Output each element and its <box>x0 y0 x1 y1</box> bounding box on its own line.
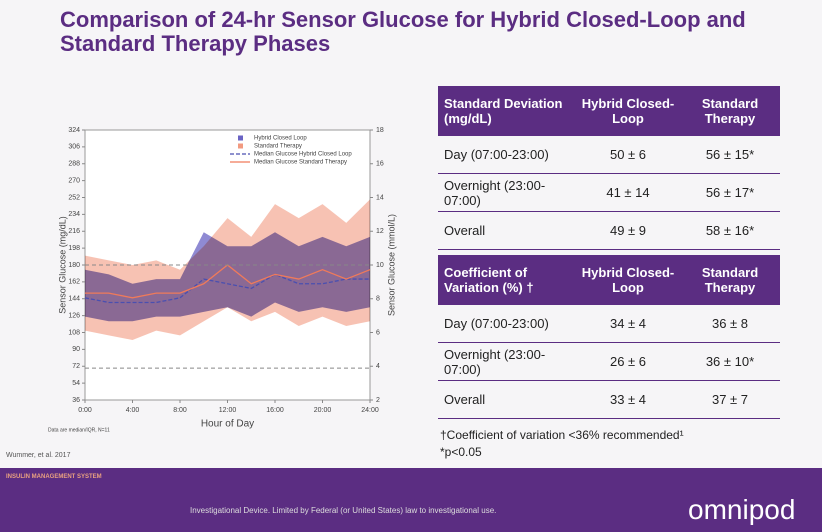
y-axis-label: Sensor Glucose (mg/dL) <box>57 216 67 314</box>
table-cell: 41 ± 14 <box>606 185 650 200</box>
table-cell: 33 ± 4 <box>609 392 647 407</box>
y2-tick-label: 10 <box>376 262 384 269</box>
x-tick-label: 16:00 <box>266 407 284 414</box>
y-tick-label: 216 <box>68 228 80 235</box>
table-header: Standard Deviation (mg/dL) Hybrid Closed-… <box>438 86 780 136</box>
y-tick-label: 162 <box>68 279 80 286</box>
median-line <box>84 273 370 304</box>
table-cell: Overall <box>444 223 486 238</box>
brand-tag: INSULIN MANAGEMENT SYSTEM <box>6 474 102 480</box>
disclaimer: Investigational Device. Limited by Feder… <box>190 506 497 515</box>
x-tick-label: 8:00 <box>173 407 187 414</box>
table-cell: 36 ± 10* <box>705 354 755 369</box>
data-table: Coefficient of Variation (%) † Hybrid Clo… <box>438 255 780 419</box>
data-table: Standard Deviation (mg/dL) Hybrid Closed-… <box>438 86 780 250</box>
y-tick-label: 288 <box>68 161 80 168</box>
table-header: Coefficient of Variation (%) † Hybrid Clo… <box>438 255 780 305</box>
slide-title: Comparison of 24-hr Sensor Glucose for H… <box>60 7 746 56</box>
legend-swatch <box>238 143 243 149</box>
x-tick-label: 24:00 <box>361 407 379 414</box>
y-tick-label: 252 <box>68 194 80 201</box>
table-cell: Overnight (23:00-07:00) <box>444 346 546 377</box>
table-cell: 56 ± 17* <box>705 185 755 200</box>
table-row: Day (07:00-23:00) 34 ± 4 36 ± 8 <box>438 305 780 343</box>
footnote: *p<0.05 <box>440 445 482 459</box>
x-tick-label: 4:00 <box>126 407 140 414</box>
header-cell: Hybrid Closed-Loop <box>581 265 675 295</box>
legend-label: Hybrid Closed Loop <box>254 136 307 142</box>
y-tick-label: 126 <box>68 312 80 319</box>
y-tick-label: 270 <box>68 177 80 184</box>
table-row: Overall 49 ± 9 58 ± 16* <box>438 212 780 250</box>
iqr-band <box>85 199 370 340</box>
citation: Wummer, et al. 2017 <box>6 452 71 459</box>
table-cell: Day (07:00-23:00) <box>444 147 549 162</box>
x-tick-label: 12:00 <box>219 407 237 414</box>
header-cell: Hybrid Closed-Loop <box>581 96 675 126</box>
chart: 3654729010812614416218019821623425227028… <box>48 127 396 433</box>
y2-tick-label: 8 <box>376 296 380 303</box>
header-cell: Standard Therapy <box>701 96 759 126</box>
table-row: Day (07:00-23:00) 50 ± 6 56 ± 15* <box>438 136 780 174</box>
table-cell: 26 ± 6 <box>609 354 647 369</box>
y-tick-label: 324 <box>68 127 80 134</box>
x-tick-label: 0:00 <box>78 407 92 414</box>
footer-bar: INSULIN MANAGEMENT SYSTEM Investigationa… <box>0 468 822 532</box>
legend-label: Median Glucose Hybrid Closed Loop <box>254 152 352 158</box>
chart-note: Data are median/IQR, N=11 <box>48 427 110 433</box>
legend-swatch <box>238 135 243 141</box>
y2-tick-label: 16 <box>376 161 384 168</box>
y-tick-label: 36 <box>72 397 80 404</box>
header-cell: Coefficient of Variation (%) † <box>444 265 534 295</box>
y2-tick-label: 18 <box>376 127 384 134</box>
y2-axis-label: Sensor Glucose (mmol/L) <box>386 214 396 316</box>
header-cell: Standard Deviation (mg/dL) <box>444 96 563 126</box>
table-cell: 34 ± 4 <box>609 316 647 331</box>
y2-tick-label: 2 <box>376 397 380 404</box>
table-cell: 49 ± 9 <box>609 223 647 238</box>
x-axis-label: Hour of Day <box>201 419 254 430</box>
y-tick-label: 234 <box>68 211 80 218</box>
y-tick-label: 108 <box>68 329 80 336</box>
footnote: †Coefficient of variation <36% recommend… <box>440 428 684 442</box>
x-tick-label: 20:00 <box>314 407 332 414</box>
logo: omnipod <box>688 494 796 525</box>
y2-tick-label: 14 <box>376 194 384 201</box>
table-cell: 56 ± 15* <box>705 147 755 162</box>
table-row: Overnight (23:00-07:00) 41 ± 14 56 ± 17* <box>438 174 780 212</box>
y-tick-label: 180 <box>68 262 80 269</box>
table-row: Overall 33 ± 4 37 ± 7 <box>438 381 780 419</box>
table-cell: Overall <box>444 392 486 407</box>
header-cell: Standard Therapy <box>701 265 759 295</box>
y2-tick-label: 12 <box>376 228 384 235</box>
table-cell: Day (07:00-23:00) <box>444 316 549 331</box>
y-tick-label: 144 <box>68 296 80 303</box>
table-cell: 36 ± 8 <box>711 316 749 331</box>
table-cell: 58 ± 16* <box>705 223 755 238</box>
y-tick-label: 306 <box>68 144 80 151</box>
table-cell: 50 ± 6 <box>609 147 647 162</box>
legend-label: Median Glucose Standard Therapy <box>254 160 347 166</box>
y-tick-label: 90 <box>72 346 80 353</box>
y-tick-label: 54 <box>72 380 80 387</box>
table-cell: 37 ± 7 <box>711 392 749 407</box>
legend-label: Standard Therapy <box>254 144 302 150</box>
y2-tick-label: 4 <box>376 363 380 370</box>
y2-tick-label: 6 <box>376 329 380 336</box>
table-row: Overnight (23:00-07:00) 26 ± 6 36 ± 10* <box>438 343 780 381</box>
y-tick-label: 198 <box>68 245 80 252</box>
y-tick-label: 72 <box>72 363 80 370</box>
table-cell: Overnight (23:00-07:00) <box>444 177 546 208</box>
